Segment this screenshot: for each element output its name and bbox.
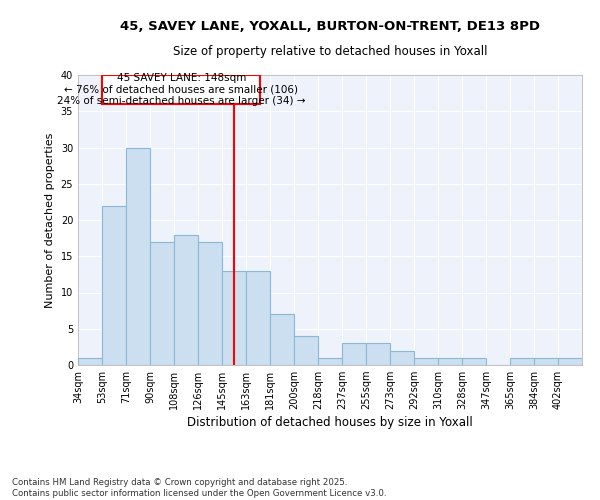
Text: 45 SAVEY LANE: 148sqm
← 76% of detached houses are smaller (106)
24% of semi-det: 45 SAVEY LANE: 148sqm ← 76% of detached … [57, 73, 305, 106]
Bar [246, 271, 270, 365]
Bar [462, 358, 486, 365]
Bar [102, 206, 126, 365]
Text: Contains HM Land Registry data © Crown copyright and database right 2025.
Contai: Contains HM Land Registry data © Crown c… [12, 478, 386, 498]
Text: Size of property relative to detached houses in Yoxall: Size of property relative to detached ho… [173, 45, 487, 58]
Bar [534, 358, 558, 365]
Bar [198, 242, 222, 365]
Bar [126, 148, 150, 365]
Bar [510, 358, 534, 365]
X-axis label: Distribution of detached houses by size in Yoxall: Distribution of detached houses by size … [187, 416, 473, 430]
Bar [294, 336, 318, 365]
Y-axis label: Number of detached properties: Number of detached properties [45, 132, 55, 308]
Bar [390, 350, 414, 365]
Bar [102, 75, 260, 104]
Bar [438, 358, 462, 365]
Bar [366, 343, 390, 365]
Bar [150, 242, 174, 365]
Bar [78, 358, 102, 365]
Bar [174, 234, 198, 365]
Bar [222, 271, 246, 365]
Bar [270, 314, 294, 365]
Bar [342, 343, 366, 365]
Bar [318, 358, 342, 365]
Text: 45, SAVEY LANE, YOXALL, BURTON-ON-TRENT, DE13 8PD: 45, SAVEY LANE, YOXALL, BURTON-ON-TRENT,… [120, 20, 540, 33]
Bar [414, 358, 438, 365]
Bar [558, 358, 582, 365]
